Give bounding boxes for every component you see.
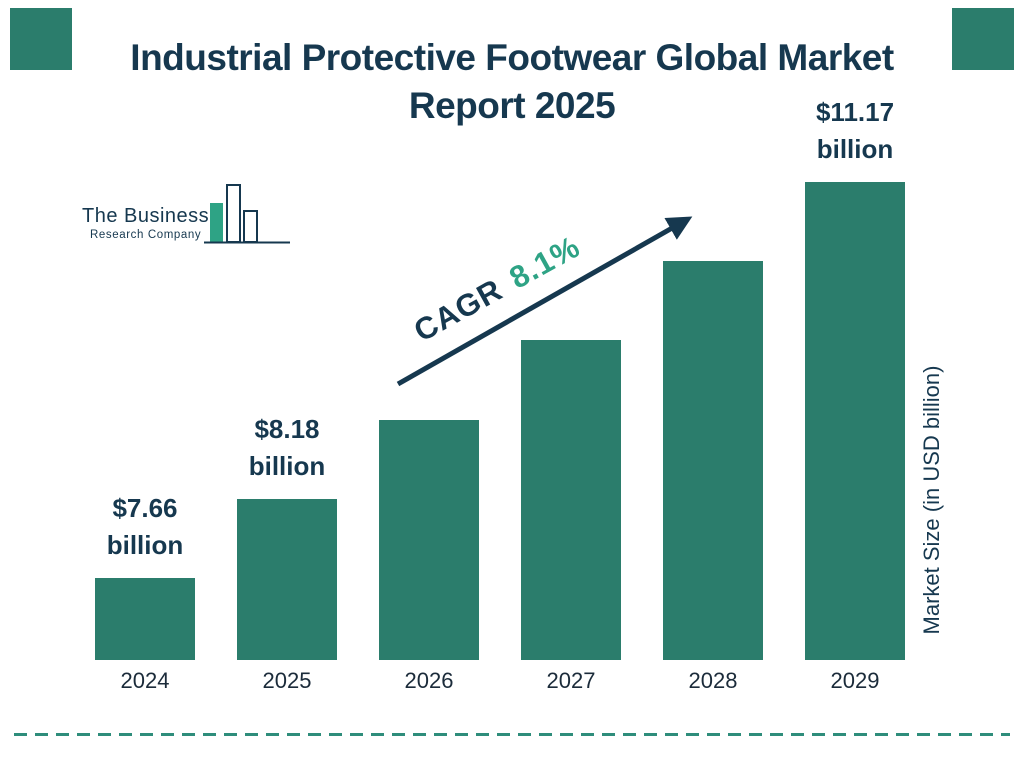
value-label-2024: $7.66 billion (106, 493, 184, 560)
chart-title: Industrial Protective Footwear Global Ma… (0, 34, 1024, 130)
x-tick-2029: 2029 (830, 668, 880, 693)
bar-column-2029: $11.17 billion 2029 (805, 0, 905, 693)
logo-text-line2: Research Company (90, 229, 202, 241)
bar-column-2027: 2027 (521, 0, 621, 693)
bar-2026 (379, 419, 479, 660)
corner-square-left (10, 8, 72, 70)
x-tick-2026: 2026 (404, 668, 454, 693)
chart-title-line1: Industrial Protective Footwear Global Ma… (130, 37, 894, 78)
x-tick-2025: 2025 (262, 668, 312, 693)
bar-column-2025: $8.18 billion 2025 (237, 0, 337, 693)
bar-2029 (805, 182, 905, 660)
corner-square-right (952, 8, 1014, 70)
bottom-dashed-divider (14, 733, 1010, 736)
value-label-2029: $11.17 billion (815, 97, 895, 164)
bar-2027 (521, 340, 621, 660)
bar-chart-area: $7.66 billion 2024 $8.18 billion 2025 2026 20… (95, 0, 905, 693)
bar-2028 (663, 261, 763, 660)
x-tick-2024: 2024 (120, 668, 170, 693)
y-axis-label: Market Size (in USD billion) (919, 365, 944, 635)
bar-column-2024: $7.66 billion 2024 (95, 0, 195, 693)
value-label-2025: $8.18 billion (248, 413, 326, 481)
chart-title-line2: Report 2025 (408, 85, 616, 126)
bar-column-2028: 2028 (663, 0, 763, 693)
x-tick-2027: 2027 (546, 668, 596, 693)
logo-barchart-icon (204, 184, 290, 244)
x-tick-2028: 2028 (688, 668, 738, 693)
logo-text-line1: The Business (82, 205, 210, 227)
company-logo: The Business Research Company (82, 183, 312, 255)
bar-2025 (237, 498, 337, 660)
bar-2024 (95, 578, 195, 660)
bar-column-2026: 2026 (379, 0, 479, 693)
